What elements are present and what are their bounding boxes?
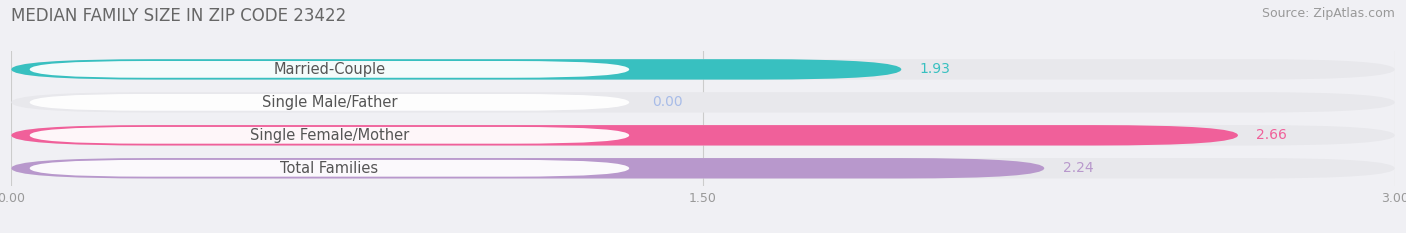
Text: Single Female/Mother: Single Female/Mother bbox=[250, 128, 409, 143]
FancyBboxPatch shape bbox=[30, 94, 630, 111]
FancyBboxPatch shape bbox=[11, 158, 1395, 178]
FancyBboxPatch shape bbox=[11, 92, 1395, 113]
FancyBboxPatch shape bbox=[11, 125, 1395, 146]
Text: 2.66: 2.66 bbox=[1257, 128, 1288, 142]
Text: 1.93: 1.93 bbox=[920, 62, 950, 76]
Text: Single Male/Father: Single Male/Father bbox=[262, 95, 398, 110]
Text: Source: ZipAtlas.com: Source: ZipAtlas.com bbox=[1261, 7, 1395, 20]
FancyBboxPatch shape bbox=[30, 61, 630, 78]
Text: Total Families: Total Families bbox=[280, 161, 378, 176]
FancyBboxPatch shape bbox=[11, 59, 901, 80]
Text: Married-Couple: Married-Couple bbox=[273, 62, 385, 77]
FancyBboxPatch shape bbox=[11, 125, 1237, 146]
FancyBboxPatch shape bbox=[11, 158, 1045, 178]
Text: 2.24: 2.24 bbox=[1063, 161, 1094, 175]
FancyBboxPatch shape bbox=[11, 59, 1395, 80]
FancyBboxPatch shape bbox=[30, 160, 630, 177]
FancyBboxPatch shape bbox=[30, 127, 630, 144]
Text: 0.00: 0.00 bbox=[652, 95, 683, 109]
Text: MEDIAN FAMILY SIZE IN ZIP CODE 23422: MEDIAN FAMILY SIZE IN ZIP CODE 23422 bbox=[11, 7, 346, 25]
